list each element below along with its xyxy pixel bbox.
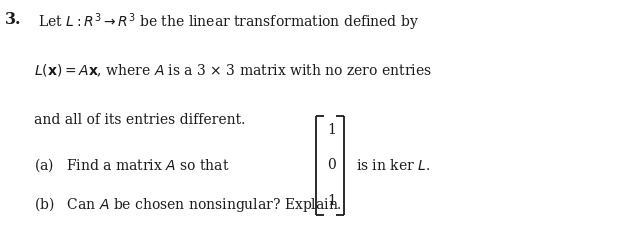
Text: is in ker $L$.: is in ker $L$. <box>356 158 429 173</box>
Text: $L(\mathbf{x}) = A\mathbf{x}$, where $A$ is a 3 $\times$ 3 matrix with no zero e: $L(\mathbf{x}) = A\mathbf{x}$, where $A$… <box>34 63 432 79</box>
Text: 1: 1 <box>327 194 336 208</box>
Text: Let $L: R^3 \rightarrow R^3$ be the linear transformation defined by: Let $L: R^3 \rightarrow R^3$ be the line… <box>34 11 419 33</box>
Text: (a)   Find a matrix $A$ so that: (a) Find a matrix $A$ so that <box>34 157 230 174</box>
Text: and all of its entries different.: and all of its entries different. <box>34 112 246 126</box>
Text: 0: 0 <box>327 158 336 172</box>
Text: (b)   Can $A$ be chosen nonsingular? Explain.: (b) Can $A$ be chosen nonsingular? Expla… <box>34 195 342 214</box>
Text: 3.: 3. <box>5 11 21 28</box>
Text: 1: 1 <box>327 123 336 137</box>
